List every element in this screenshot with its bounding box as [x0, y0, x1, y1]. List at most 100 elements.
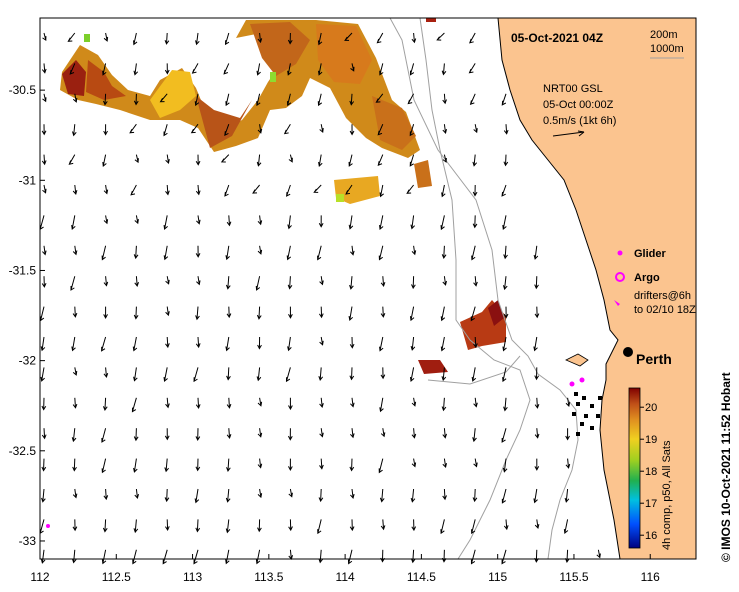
velocity-arrow: [190, 123, 199, 134]
drifter-tracks: [572, 392, 602, 436]
velocity-arrow: [286, 245, 292, 261]
velocity-arrow: [318, 306, 324, 319]
velocity-arrow: [257, 245, 263, 255]
y-tick-label: -30.5: [9, 83, 37, 97]
velocity-arrow: [195, 154, 201, 166]
velocity-arrow: [411, 428, 417, 439]
velocity-arrow: [72, 488, 78, 499]
velocity-arrow: [377, 154, 384, 166]
colorbar-tick-label: 16: [645, 530, 657, 542]
velocity-arrow: [469, 32, 476, 44]
velocity-arrow: [226, 367, 231, 381]
drifter-legend-label-1: drifters@6h: [634, 290, 691, 302]
velocity-arrow: [410, 336, 416, 351]
velocity-arrow: [409, 306, 415, 322]
velocity-arrow: [350, 63, 355, 72]
velocity-arrow: [379, 215, 384, 231]
velocity-arrow: [318, 549, 324, 564]
velocity-source: NRT00 GSL: [543, 83, 603, 95]
y-tick-label: -33: [19, 534, 37, 548]
velocity-arrow: [409, 154, 415, 167]
velocity-arrow: [225, 93, 230, 107]
land-western-australia: [497, 17, 697, 560]
velocity-arrow: [72, 397, 78, 409]
velocity-arrow: [71, 549, 77, 564]
velocity-arrow: [534, 367, 540, 381]
velocity-arrow: [165, 519, 170, 531]
velocity-arrow: [379, 63, 384, 76]
sst-patch-north: [250, 22, 310, 76]
velocity-arrow: [164, 458, 169, 473]
velocity-arrow: [131, 397, 137, 413]
velocity-arrow: [406, 184, 414, 194]
velocity-arrow: [72, 245, 78, 256]
velocity-arrow: [411, 276, 416, 290]
velocity-arrow: [350, 245, 355, 256]
velocity-arrow: [165, 276, 170, 285]
x-tick-label: 113: [183, 570, 202, 584]
velocity-arrow: [442, 93, 447, 105]
colorbar-tick-label: 19: [645, 434, 657, 446]
velocity-arrow: [503, 397, 508, 412]
velocity-arrow: [565, 397, 571, 408]
velocity-arrow: [133, 93, 139, 106]
velocity-arrow: [317, 63, 323, 76]
velocity-arrow: [442, 276, 447, 286]
velocity-arrow: [159, 93, 168, 103]
velocity-arrow: [225, 549, 230, 565]
isobath-200m: [389, 17, 579, 560]
velocity-arrow: [41, 428, 47, 440]
velocity-arrow: [163, 245, 169, 261]
colorbar-caption: 4h comp, p50, All Sats: [661, 440, 673, 550]
velocity-arrow: [102, 63, 107, 76]
velocity-arrow: [255, 549, 261, 565]
sst-patch-green-3: [336, 194, 344, 202]
x-tick-label: 113.5: [254, 570, 283, 584]
velocity-arrow: [165, 154, 170, 165]
velocity-arrow: [468, 63, 476, 74]
velocity-arrow: [348, 306, 354, 322]
velocity-arrow: [501, 93, 507, 106]
velocity-arrow: [533, 336, 538, 352]
velocity-arrow: [164, 428, 170, 441]
velocity-arrow: [317, 93, 323, 107]
velocity-arrow: [103, 93, 108, 106]
velocity-arrow: [103, 367, 109, 378]
colorbar-ticks: 20 19 18 17 16: [640, 402, 657, 542]
velocity-arrow: [534, 276, 539, 290]
velocity-arrow: [471, 519, 476, 535]
velocity-arrow: [503, 124, 509, 135]
velocity-arrow: [71, 428, 77, 443]
velocity-arrow: [319, 336, 324, 346]
velocity-arrow: [225, 488, 231, 503]
velocity-arrow: [42, 245, 47, 256]
velocity-arrow: [441, 63, 447, 76]
velocity-arrow: [256, 93, 261, 107]
velocity-arrow: [442, 154, 447, 163]
velocity-arrow: [42, 184, 47, 194]
colorbar-tick-label: 17: [645, 498, 657, 510]
glider-marker: [569, 381, 575, 387]
velocity-arrow: [378, 458, 384, 474]
drifter-point: [580, 422, 584, 426]
velocity-arrow: [193, 367, 199, 383]
velocity-arrow: [411, 32, 417, 44]
velocity-arrow: [473, 276, 478, 287]
velocity-arrow: [163, 367, 168, 382]
velocity-arrow: [41, 63, 47, 74]
velocity-arrow: [319, 397, 324, 409]
velocity-arrow: [349, 93, 355, 106]
sst-patch-warm-core: [86, 60, 126, 100]
velocity-arrow: [257, 519, 262, 533]
credit: © IMOS 10-Oct-2021 11:52 Hobart: [719, 372, 733, 562]
velocity-arrow: [379, 184, 384, 198]
velocity-arrow: [225, 519, 231, 534]
y-tick-label: -32: [19, 354, 37, 368]
isobath-shelf: [427, 355, 521, 385]
velocity-arrow: [348, 215, 354, 230]
velocity-arrow: [473, 124, 478, 134]
velocity-arrow: [501, 428, 507, 443]
sst-patch-east: [372, 96, 416, 150]
drifter-point: [584, 414, 588, 418]
